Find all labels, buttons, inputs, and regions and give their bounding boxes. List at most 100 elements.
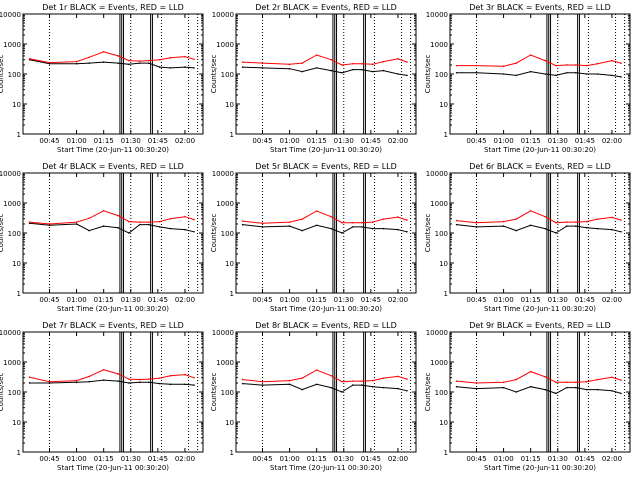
events-data-point bbox=[565, 225, 568, 227]
lld-data-point bbox=[48, 223, 51, 225]
x-tick-label: 00:45 bbox=[39, 137, 59, 145]
events-data-point bbox=[88, 380, 91, 383]
x-tick-label: 02:00 bbox=[602, 455, 622, 463]
x-tick-label: 00:45 bbox=[39, 296, 59, 304]
chart-title: Det 7r BLACK = Events, RED = LLD bbox=[42, 321, 184, 330]
lld-data-point bbox=[544, 376, 546, 378]
x-tick-label: 02:00 bbox=[602, 137, 622, 145]
lld-data-point bbox=[75, 379, 78, 382]
lld-data-point bbox=[371, 221, 374, 223]
lld-data-point bbox=[261, 380, 264, 383]
lld-series-line bbox=[456, 371, 622, 384]
x-axis-label: Start Time (20-Jun-11 00:30:20) bbox=[270, 146, 382, 154]
events-data-point bbox=[406, 230, 408, 233]
events-data-point bbox=[261, 67, 264, 69]
lld-data-point bbox=[406, 219, 408, 221]
lld-data-point bbox=[502, 381, 505, 384]
lld-data-point bbox=[193, 218, 195, 221]
events-series-line bbox=[29, 222, 195, 234]
events-data-point bbox=[301, 70, 304, 73]
lld-data-point bbox=[555, 381, 557, 384]
events-data-point bbox=[585, 226, 588, 229]
events-data-point bbox=[544, 388, 546, 391]
events-data-point bbox=[382, 386, 385, 389]
lld-data-point bbox=[102, 209, 105, 212]
lld-data-point bbox=[28, 221, 31, 223]
events-data-point bbox=[620, 76, 622, 78]
lld-series-line bbox=[29, 369, 195, 383]
x-axis-label: Start Time (20-Jun-11 00:30:20) bbox=[484, 305, 596, 313]
lld-data-point bbox=[361, 380, 363, 382]
y-tick-label: 1 bbox=[17, 131, 21, 139]
x-tick-label: 01:45 bbox=[148, 455, 168, 463]
lld-data-point bbox=[241, 61, 244, 63]
y-tick-label: 10000 bbox=[212, 329, 234, 337]
events-data-point bbox=[371, 70, 374, 73]
y-tick-label: 10 bbox=[225, 419, 234, 427]
y-axis-label: Counts/sec bbox=[210, 214, 218, 253]
lld-data-point bbox=[88, 217, 91, 220]
y-tick-label: 10000 bbox=[212, 170, 234, 178]
events-data-point bbox=[75, 381, 78, 384]
events-data-point bbox=[28, 382, 31, 384]
events-data-point bbox=[315, 224, 318, 227]
chart-title: Det 2r BLACK = Events, RED = LLD bbox=[255, 3, 397, 12]
lld-series-line bbox=[242, 210, 408, 224]
events-data-point bbox=[611, 228, 613, 231]
events-data-point bbox=[502, 386, 505, 389]
events-data-point bbox=[117, 62, 119, 64]
events-data-point bbox=[502, 225, 505, 227]
lld-data-point bbox=[502, 220, 505, 223]
x-axis-label: Start Time (20-Jun-11 00:30:20) bbox=[270, 464, 382, 472]
events-series-line bbox=[456, 71, 622, 78]
events-data-point bbox=[315, 67, 318, 69]
events-data-point bbox=[361, 384, 363, 386]
events-data-point bbox=[529, 224, 532, 227]
lld-data-point bbox=[288, 379, 291, 382]
lld-series-line bbox=[29, 51, 195, 64]
y-tick-label: 10 bbox=[12, 260, 21, 268]
events-data-point bbox=[48, 62, 51, 65]
lld-data-point bbox=[397, 58, 399, 60]
x-tick-label: 01:00 bbox=[493, 296, 513, 304]
events-data-point bbox=[555, 74, 557, 77]
events-data-point bbox=[261, 384, 264, 386]
events-data-point bbox=[88, 229, 91, 232]
events-data-point bbox=[148, 223, 150, 226]
lld-data-point bbox=[502, 65, 505, 68]
events-data-point bbox=[544, 73, 546, 75]
lld-data-point bbox=[351, 62, 354, 65]
y-axis-label: Counts/sec bbox=[424, 214, 432, 253]
lld-data-point bbox=[544, 215, 546, 218]
x-tick-label: 02:00 bbox=[388, 455, 408, 463]
lld-data-point bbox=[117, 55, 119, 57]
y-axis-label: Counts/sec bbox=[210, 55, 218, 94]
x-tick-label: 01:00 bbox=[66, 455, 86, 463]
x-tick-label: 01:15 bbox=[307, 455, 327, 463]
x-tick-label: 01:30 bbox=[334, 137, 354, 145]
events-data-point bbox=[315, 383, 318, 386]
events-data-point bbox=[138, 62, 141, 64]
events-data-point bbox=[382, 227, 385, 230]
lld-data-point bbox=[382, 218, 385, 220]
lld-data-point bbox=[48, 380, 51, 383]
lld-data-point bbox=[158, 220, 161, 223]
events-data-point bbox=[128, 382, 130, 384]
y-tick-label: 10 bbox=[439, 419, 448, 427]
y-axis-label: Counts/sec bbox=[0, 55, 5, 94]
lld-data-point bbox=[529, 209, 532, 212]
y-tick-label: 10 bbox=[225, 101, 234, 109]
events-data-point bbox=[48, 224, 51, 227]
lld-data-point bbox=[529, 54, 532, 56]
lld-data-point bbox=[184, 373, 186, 376]
lld-data-point bbox=[397, 216, 399, 218]
lld-data-point bbox=[330, 374, 332, 377]
lld-data-point bbox=[148, 221, 150, 223]
events-data-point bbox=[48, 382, 51, 384]
x-tick-label: 01:00 bbox=[279, 296, 299, 304]
x-tick-label: 01:15 bbox=[94, 296, 114, 304]
events-data-point bbox=[515, 74, 518, 77]
events-data-point bbox=[406, 74, 408, 77]
events-series-line bbox=[456, 224, 622, 234]
y-tick-label: 1000 bbox=[3, 200, 21, 208]
